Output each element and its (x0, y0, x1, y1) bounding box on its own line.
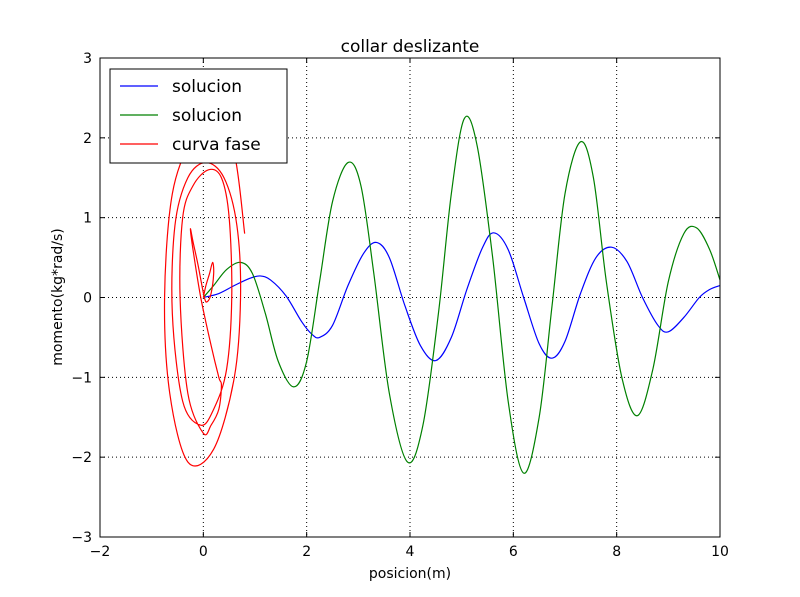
legend-box (109, 68, 288, 164)
y-tick-label: 0 (83, 291, 92, 307)
y-axis-label: momento(kg*rad/s) (50, 228, 66, 366)
phase-curve-line (163, 120, 246, 467)
grid-lines (100, 58, 720, 537)
x-axis-label: posicion(m) (369, 566, 451, 582)
legend-label: curva fase (172, 135, 261, 155)
y-tick-label: −1 (71, 370, 92, 386)
legend-label: solucion (172, 77, 242, 97)
x-tick-label: 0 (199, 544, 208, 560)
blue-solution-line (203, 232, 720, 362)
plot-area (163, 115, 720, 474)
chart-title: collar deslizante (341, 37, 480, 57)
x-tick-label: 4 (406, 544, 415, 560)
x-tick-label: 2 (302, 544, 311, 560)
legend-label: solucion (172, 106, 242, 126)
x-tick-label: 6 (509, 544, 518, 560)
y-tick-label: 3 (83, 51, 92, 67)
y-tick-label: 2 (83, 131, 92, 147)
legend: solucion solucion curva fase (109, 68, 288, 164)
x-tick-label: −2 (90, 544, 111, 560)
y-tick-label: −3 (71, 530, 92, 546)
y-tick-label: 1 (83, 211, 92, 227)
y-tick-label: −2 (71, 450, 92, 466)
x-tick-label: 10 (711, 544, 729, 560)
x-tick-label: 8 (612, 544, 621, 560)
green-solution-line (202, 115, 720, 474)
